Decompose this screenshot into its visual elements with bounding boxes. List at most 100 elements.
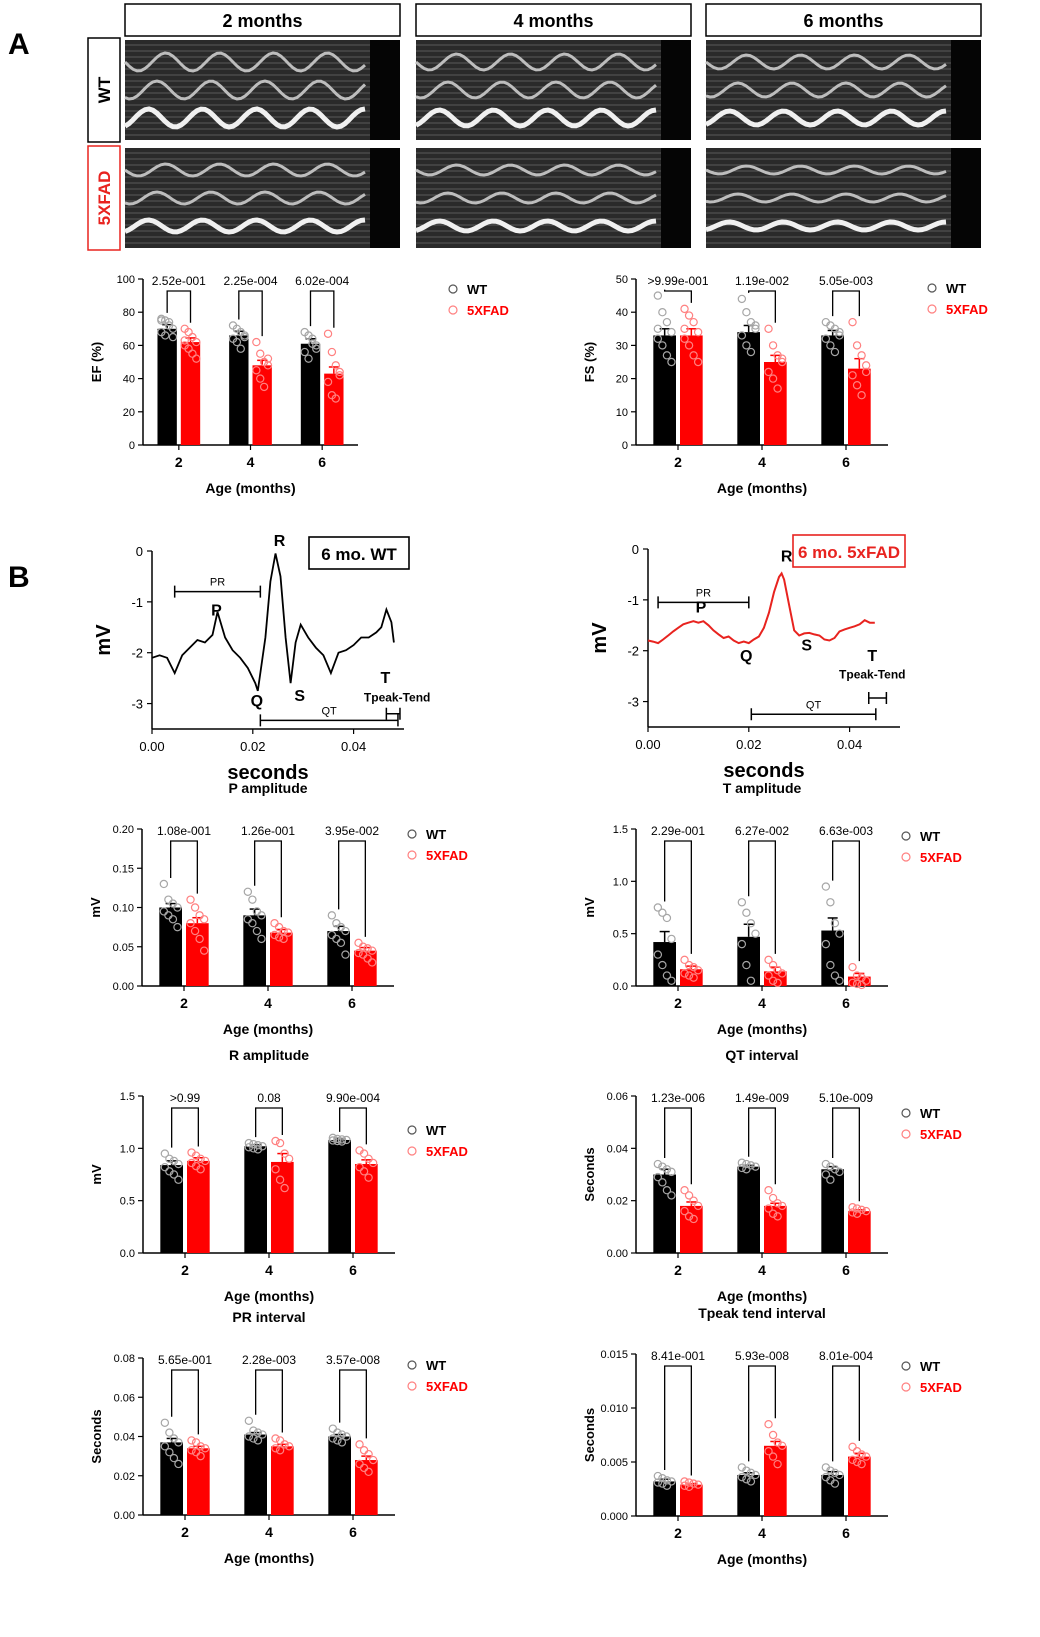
significance-bracket	[166, 290, 192, 323]
y-tick-label: 1.5	[613, 824, 628, 836]
y-tick-label: 100	[117, 274, 135, 286]
ecg-trace	[151, 553, 395, 692]
legend-label-wt: WT	[426, 827, 446, 842]
data-point	[368, 1455, 378, 1465]
interval-label: Tpeak-Tend	[364, 691, 430, 705]
bar-5xfad	[271, 1161, 294, 1253]
bar-wt	[244, 1146, 267, 1253]
data-point	[773, 978, 782, 988]
data-point	[174, 1159, 183, 1169]
data-point	[271, 1434, 280, 1443]
ecg-wave-label: R	[274, 533, 286, 550]
data-point	[852, 1457, 862, 1467]
data-point	[327, 911, 337, 920]
data-point	[257, 911, 266, 920]
chart-ecg_5xfad: 0 -1 -2 -3 0.00 0.02 0.04 mV seconds P Q R S T Tpeak-T…	[589, 534, 906, 782]
data-point	[746, 919, 756, 928]
bar-wt	[821, 1169, 844, 1253]
legend-marker-wt	[448, 284, 458, 294]
data-point	[259, 382, 269, 392]
legend-label-wt: WT	[920, 1106, 940, 1121]
significance-bracket	[664, 1107, 692, 1185]
echo-scale-bar	[661, 148, 691, 248]
data-point	[333, 1428, 342, 1437]
y-tick-label: -1	[627, 593, 639, 608]
bar-wt	[821, 930, 844, 986]
data-point	[667, 934, 676, 944]
data-point	[653, 1478, 663, 1487]
y-tick-label: -2	[131, 646, 143, 661]
data-point	[861, 367, 871, 377]
y-tick-label: 0.02	[114, 1471, 135, 1483]
bar-5xfad	[848, 368, 871, 445]
data-point	[363, 944, 372, 953]
significance-bracket	[238, 290, 263, 337]
x-tick-label: 6	[318, 454, 326, 470]
data-point	[165, 1447, 174, 1457]
data-point	[364, 1449, 373, 1459]
data-point	[164, 317, 174, 327]
p-value-label: 0.08	[257, 1091, 281, 1105]
data-point	[243, 887, 253, 897]
y-axis-label: FS (%)	[582, 342, 597, 382]
y-tick-label: 0.5	[613, 929, 628, 941]
bar-wt	[653, 1174, 676, 1253]
significance-bracket	[832, 1107, 860, 1202]
x-tick-label: 4	[264, 995, 272, 1011]
x-tick-label: 4	[758, 995, 766, 1011]
data-point	[364, 1173, 373, 1182]
data-point	[826, 1466, 835, 1475]
data-point	[279, 926, 288, 936]
data-point	[662, 971, 672, 980]
data-point	[768, 374, 778, 383]
data-point	[821, 1170, 831, 1179]
echo-wall-trace	[123, 51, 366, 73]
data-point	[192, 337, 201, 347]
data-point	[249, 1144, 258, 1153]
data-point	[830, 1165, 840, 1174]
data-point	[280, 1440, 289, 1449]
x-axis-label: Age (months)	[224, 1288, 314, 1304]
data-point	[256, 374, 265, 383]
chart-title: QT interval	[725, 1047, 798, 1063]
x-tick-label: 4	[265, 1524, 273, 1540]
legend-label-5xfad: 5XFAD	[426, 1379, 468, 1394]
y-tick-label: 0	[136, 544, 143, 559]
y-tick-label: 0.06	[607, 1091, 628, 1103]
data-point	[821, 334, 831, 343]
data-point	[667, 357, 676, 367]
echo-scale-bar	[951, 148, 981, 248]
x-axis-label: seconds	[227, 762, 308, 784]
ecg-wave-label: Q	[740, 648, 752, 665]
data-point	[280, 1149, 289, 1158]
significance-bracket	[664, 1365, 692, 1476]
echo-mmode-image	[124, 148, 400, 248]
data-point	[693, 357, 703, 367]
data-point	[186, 895, 195, 904]
legend-label-wt: WT	[946, 281, 966, 296]
chart-ecg_wt: 0 -1 -2 -3 0.00 0.02 0.04 mV seconds P Q R S T PR QT Tpe…	[93, 533, 430, 784]
data-point	[279, 934, 288, 944]
data-point	[751, 321, 760, 330]
data-point	[188, 332, 197, 342]
x-tick-label: 2	[175, 454, 183, 470]
data-point	[157, 314, 166, 324]
panel-label-a: A	[8, 28, 30, 61]
data-point	[658, 1162, 667, 1171]
data-point	[835, 331, 844, 340]
echo-scale-bar	[370, 148, 400, 248]
data-point	[200, 1444, 210, 1453]
data-point	[168, 915, 178, 924]
y-tick-label: 40	[123, 374, 135, 386]
data-point	[835, 929, 844, 938]
data-point	[199, 946, 209, 955]
data-point	[751, 1162, 760, 1171]
significance-bracket	[832, 840, 860, 962]
data-point	[684, 971, 694, 980]
data-point	[667, 1167, 676, 1177]
data-point	[312, 341, 321, 350]
data-point	[275, 1446, 285, 1455]
data-point	[768, 1209, 778, 1218]
data-point	[336, 938, 346, 948]
data-point	[335, 371, 344, 380]
